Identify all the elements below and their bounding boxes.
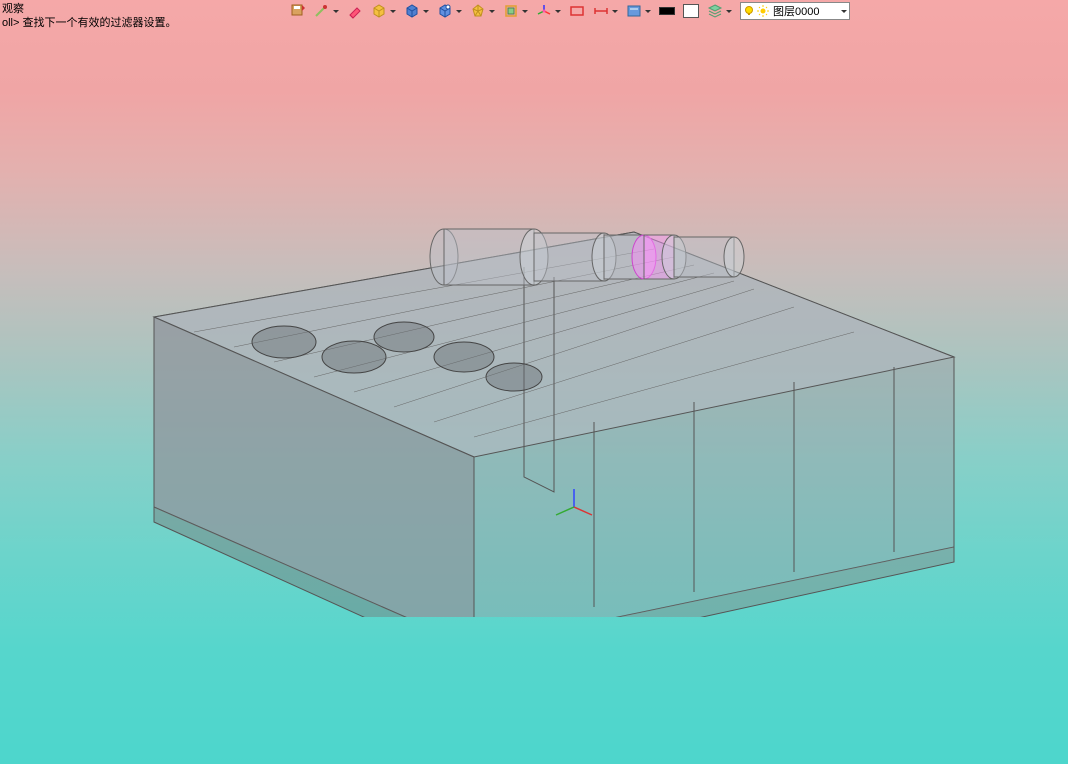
command-text: 观察 oll> 查找下一个有效的过滤器设置。 [0, 0, 179, 32]
cube-blue-dropdown[interactable] [422, 3, 429, 19]
polyhedron-dropdown[interactable] [488, 3, 495, 19]
prompt-prefix: oll> [2, 17, 23, 29]
sun-icon [757, 5, 769, 17]
cube-blue2-icon[interactable] [437, 3, 453, 19]
polyhedron-icon[interactable] [470, 3, 486, 19]
cube-blue-icon[interactable] [404, 3, 420, 19]
lightbulb-icon [743, 5, 755, 17]
color-black-swatch[interactable] [659, 3, 675, 19]
layer-name-label: 图层0000 [771, 3, 821, 19]
model-container-generator [94, 177, 974, 617]
prompt-message: 查找下一个有效的过滤器设置。 [23, 17, 177, 29]
dimension-icon[interactable] [593, 3, 609, 19]
box-yellow-icon[interactable] [371, 3, 387, 19]
cube-blue2-dropdown[interactable] [455, 3, 462, 19]
rectangle-icon[interactable] [569, 3, 585, 19]
status-line-1: 观察 [2, 2, 177, 16]
shaded-view-dropdown[interactable] [644, 3, 651, 19]
shaded-view-icon[interactable] [626, 3, 642, 19]
toolbar: 图层0000 [290, 2, 850, 20]
layers-stack-dropdown[interactable] [725, 3, 732, 19]
plane-dropdown[interactable] [521, 3, 528, 19]
save-icon[interactable] [290, 3, 306, 19]
plane-icon[interactable] [503, 3, 519, 19]
dimension-dropdown[interactable] [611, 3, 618, 19]
color-white-swatch[interactable] [683, 3, 699, 19]
ucs-dropdown[interactable] [554, 3, 561, 19]
draw-line-dropdown[interactable] [332, 3, 339, 19]
eraser-icon[interactable] [347, 3, 363, 19]
viewport-3d [0, 30, 1068, 764]
status-line-2: oll> 查找下一个有效的过滤器设置。 [2, 16, 177, 30]
ucs-icon[interactable] [536, 3, 552, 19]
box-yellow-dropdown[interactable] [389, 3, 396, 19]
draw-line-icon[interactable] [314, 3, 330, 19]
layer-selector[interactable]: 图层0000 [740, 2, 850, 20]
layer-selector-dropdown[interactable] [840, 3, 847, 19]
layers-stack-icon[interactable] [707, 3, 723, 19]
